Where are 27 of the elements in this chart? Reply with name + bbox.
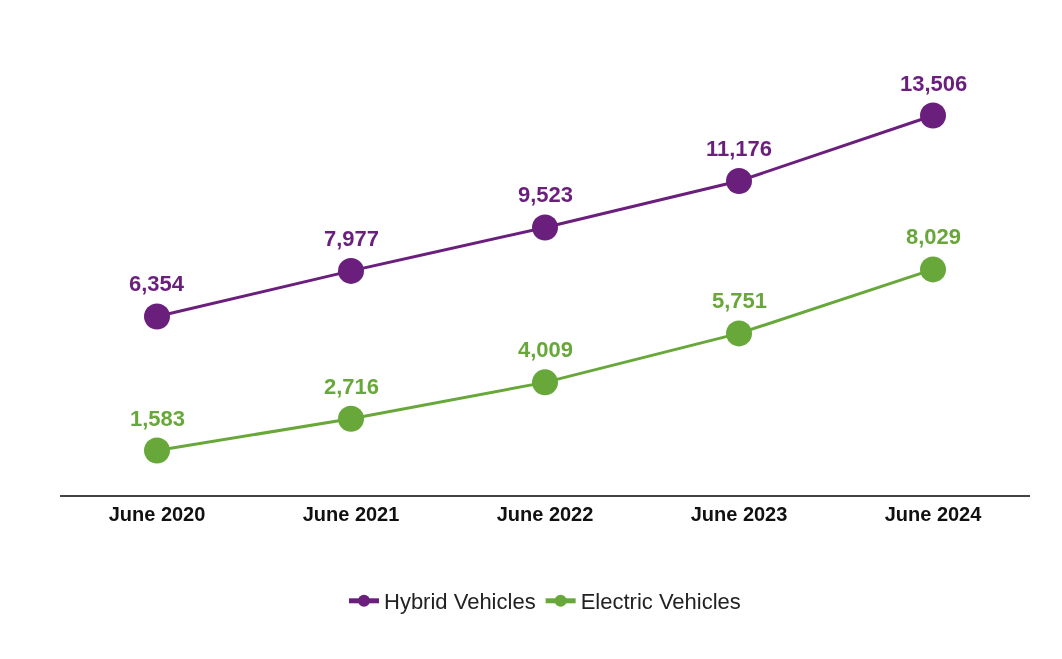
x-tick-label: June 2020: [108, 503, 206, 525]
data-label: 11,176: [706, 136, 773, 161]
point: [532, 214, 558, 241]
data-label: 5,751: [712, 288, 768, 313]
data-label: 13,506: [900, 71, 968, 96]
data-label: 7,977: [324, 226, 380, 251]
x-tick-label: June 2022: [496, 503, 594, 525]
point: [920, 256, 946, 283]
data-label: 8,029: [906, 224, 962, 249]
point: [144, 437, 170, 464]
data-label: 2,716: [324, 374, 380, 399]
legend-label: Electric Vehicles: [580, 589, 741, 615]
point: [144, 303, 170, 330]
data-label: 1,583: [130, 406, 186, 431]
point: [920, 102, 946, 129]
point: [338, 257, 364, 284]
legend-label: Hybrid Vehicles: [384, 589, 536, 615]
point: [338, 405, 364, 432]
point: [726, 168, 752, 194]
point: [726, 320, 752, 347]
point: [532, 369, 558, 396]
data-label: 9,523: [518, 182, 574, 207]
x-tick-label: June 2023: [690, 503, 788, 525]
data-label: 4,009: [518, 337, 574, 362]
x-tick-label: June 2024: [884, 503, 983, 525]
x-tick-label: June 2021: [302, 503, 400, 525]
data-label: 6,354: [129, 271, 185, 296]
